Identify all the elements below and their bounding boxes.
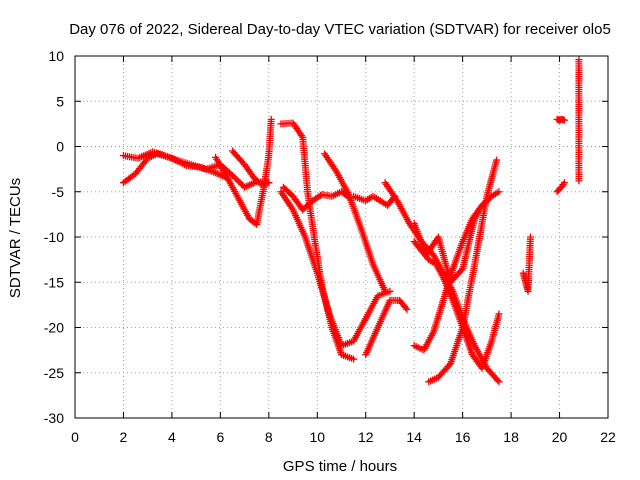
- data-point-marker: [493, 156, 501, 164]
- x-tick-label: 4: [168, 429, 176, 445]
- x-tick-label: 6: [216, 429, 224, 445]
- x-tick-label: 16: [455, 429, 471, 445]
- data-point-marker: [494, 376, 502, 384]
- x-tick-label: 0: [71, 429, 79, 445]
- data-point-marker: [350, 355, 358, 363]
- y-tick-label: 10: [48, 48, 64, 64]
- y-tick-label: -25: [44, 365, 64, 381]
- data-point-marker: [495, 378, 503, 386]
- data-point-marker: [267, 115, 275, 123]
- data-point-marker: [575, 177, 583, 185]
- data-point-marker: [403, 305, 411, 313]
- series-arc-6: [277, 188, 394, 350]
- series-arc-18: [553, 179, 568, 196]
- series-arc-3: [212, 115, 275, 228]
- y-axis-label: SDTVAR / TECUs: [7, 178, 24, 298]
- y-tick-label: -30: [44, 410, 64, 426]
- data-point-marker: [495, 310, 503, 318]
- y-tick-label: -20: [44, 320, 64, 336]
- data-point-marker: [478, 201, 486, 209]
- series-arc-15: [410, 201, 486, 286]
- series-arc-19: [575, 56, 583, 185]
- data-point-marker: [495, 188, 503, 196]
- series-arc-10: [362, 296, 411, 359]
- series-arc-14: [425, 156, 501, 386]
- x-tick-label: 20: [552, 429, 568, 445]
- data-point-marker: [445, 361, 453, 369]
- x-tick-label: 8: [265, 429, 273, 445]
- x-tick-label: 18: [503, 429, 519, 445]
- data-point-marker: [457, 266, 465, 274]
- y-tick-label: 0: [56, 139, 64, 155]
- data-markers: [119, 56, 583, 386]
- data-point-marker: [381, 287, 389, 295]
- x-axis-label: GPS time / hours: [283, 458, 397, 475]
- y-tick-label: -10: [44, 229, 64, 245]
- axis-ticks: 0 2 4 6 8 10 12 14 16 18 20 22 10 5 0 -5 -10 -15 -20 -25 -30: [44, 48, 616, 445]
- x-tick-label: 14: [406, 429, 422, 445]
- x-tick-label: 2: [120, 429, 128, 445]
- data-point-marker: [265, 179, 273, 187]
- x-tick-label: 22: [600, 429, 616, 445]
- grid: [75, 56, 608, 418]
- series-arc-8: [321, 150, 389, 295]
- y-tick-label: 5: [56, 93, 64, 109]
- series-arc-17: [553, 115, 568, 124]
- x-tick-label: 12: [358, 429, 374, 445]
- data-point-marker: [560, 116, 568, 124]
- y-tick-label: -5: [52, 184, 65, 200]
- x-tick-label: 10: [309, 429, 325, 445]
- series-arc-16: [519, 233, 534, 295]
- data-point-marker: [526, 233, 534, 241]
- chart-title: Day 076 of 2022, Sidereal Day-to-day VTE…: [69, 21, 611, 38]
- series-arc-4: [228, 147, 273, 189]
- data-point-marker: [402, 304, 410, 312]
- data-point-marker: [560, 179, 568, 187]
- series-arc-12: [410, 238, 503, 372]
- y-tick-label: -15: [44, 274, 64, 290]
